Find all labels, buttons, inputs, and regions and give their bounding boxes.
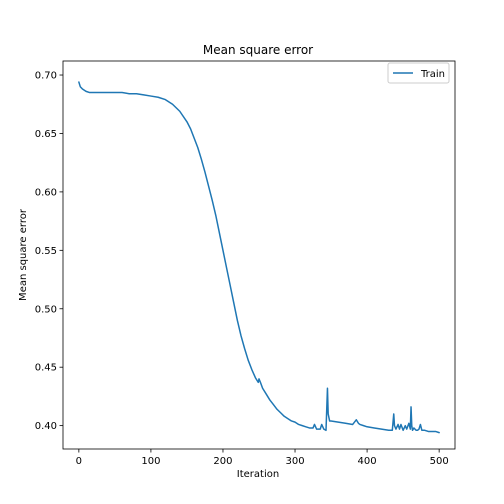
legend-box	[387, 62, 450, 84]
x-tick-label: 200	[213, 456, 232, 467]
y-tick-label: 0.55	[35, 246, 57, 257]
y-tick-label: 0.50	[35, 304, 57, 315]
y-tick-label: 0.65	[35, 129, 57, 140]
x-tick-label: 500	[430, 456, 449, 467]
legend-label-train: Train	[420, 69, 445, 80]
y-tick-label: 0.70	[35, 71, 57, 82]
axis-ticks: 0 100 200 300 400 500 0.40 0.45 0.50 0.55 0.60 0.65…	[35, 71, 449, 467]
series-line-train	[78, 81, 440, 434]
x-tick-label: 0	[76, 456, 82, 467]
axes-frame	[62, 60, 456, 450]
legend: Train	[387, 62, 450, 84]
x-tick-label: 100	[141, 456, 160, 467]
y-tick-label: 0.45	[35, 363, 57, 374]
plot-area	[62, 60, 456, 450]
y-tick-label: 0.60	[35, 187, 57, 198]
x-axis-label: Iteration	[237, 469, 279, 480]
y-axis-label: Mean square error	[18, 208, 29, 301]
y-tick-label: 0.40	[35, 421, 57, 432]
chart-title: Mean square error	[203, 43, 313, 57]
x-tick-label: 300	[285, 456, 304, 467]
x-tick-label: 400	[358, 456, 377, 467]
